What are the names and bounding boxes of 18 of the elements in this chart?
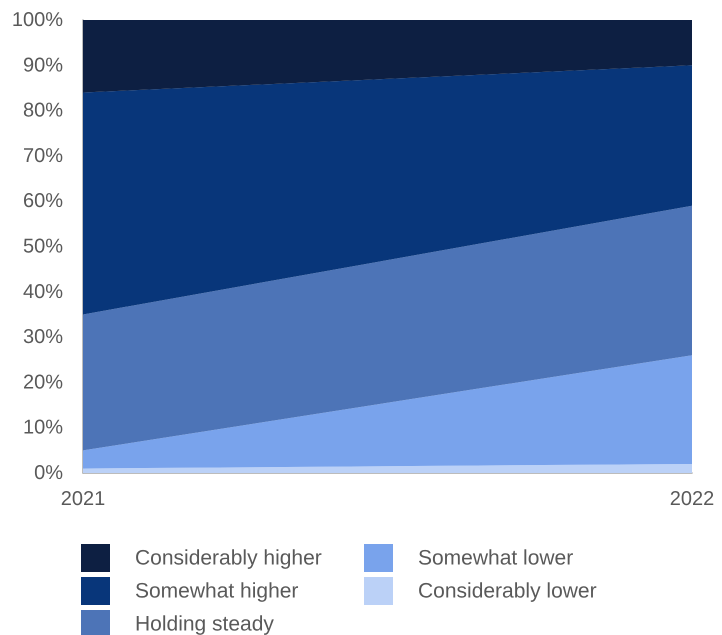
y-tick-label: 0% (34, 462, 64, 484)
legend-label: Holding steady (135, 612, 274, 635)
y-tick-label: 80% (22, 100, 64, 122)
legend-label: Somewhat higher (135, 580, 298, 602)
y-tick-label: 20% (22, 371, 64, 394)
legend-label: Considerably lower (418, 580, 597, 602)
x-tick-label: 2022 (670, 488, 714, 510)
y-tick-label: 90% (22, 54, 64, 76)
y-tick-label: 10% (22, 416, 64, 439)
y-tick-label: 70% (22, 144, 64, 167)
y-tick-label: 100% (12, 9, 64, 31)
x-tick-label: 2021 (60, 488, 106, 510)
y-tick-label: 30% (22, 326, 64, 348)
y-tick-label: 50% (22, 236, 64, 258)
y-tick-label: 60% (22, 190, 64, 212)
legend-label: Considerably higher (135, 546, 322, 570)
legend-label: Somewhat lower (418, 546, 574, 570)
y-tick-label: 40% (22, 280, 64, 303)
